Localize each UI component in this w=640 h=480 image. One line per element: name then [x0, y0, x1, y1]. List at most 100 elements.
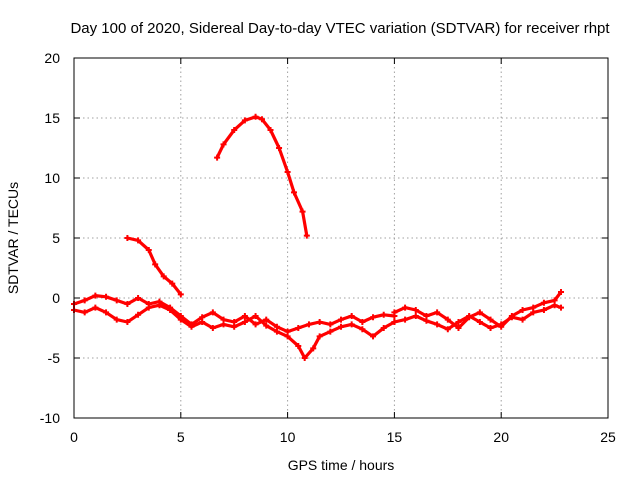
series-trace-2 [72, 303, 396, 360]
data-point [124, 301, 131, 307]
data-point [316, 319, 323, 325]
data-point [519, 316, 526, 323]
data-point [540, 299, 547, 306]
axis-ticks: 0 5 10 15 20 25 -10 -5 0 5 10 15 20 [40, 50, 616, 445]
data-point [220, 141, 227, 148]
data-point [295, 325, 302, 331]
chart-title: Day 100 of 2020, Sidereal Day-to-day VTE… [70, 20, 610, 37]
data-point [209, 309, 216, 316]
data-point [359, 319, 366, 325]
data-point [273, 328, 280, 335]
data-point [316, 333, 323, 340]
data-point [301, 355, 308, 361]
data-point [391, 309, 398, 316]
grid-lines [74, 58, 608, 418]
data-point [487, 325, 494, 331]
data-point [466, 313, 473, 319]
data-point [455, 319, 462, 325]
data-point [359, 326, 366, 333]
data-point [551, 302, 558, 309]
data-point [124, 319, 131, 325]
data-point [370, 314, 377, 321]
data-point [455, 325, 462, 331]
data-point [370, 333, 377, 340]
data-point [231, 127, 238, 133]
data-point [169, 280, 176, 287]
data-point [263, 322, 270, 329]
data-point [113, 316, 120, 323]
data-point [160, 273, 167, 280]
data-point [291, 189, 298, 196]
data-point [558, 289, 565, 295]
x-tick-label: 0 [70, 429, 78, 445]
data-point [476, 319, 483, 325]
data-point [487, 316, 494, 323]
data-point [220, 321, 227, 328]
data-point [434, 321, 441, 328]
data-point [284, 169, 291, 175]
y-tick-label: 15 [44, 110, 60, 126]
data-point [327, 328, 334, 335]
data-point [209, 325, 216, 331]
data-point [81, 297, 88, 304]
data-point [214, 154, 221, 161]
y-axis-label: SDTVAR / TECUs [5, 182, 21, 294]
data-point [348, 313, 355, 319]
data-point [124, 235, 131, 241]
data-point [92, 292, 99, 299]
data-point [177, 316, 184, 323]
data-point [92, 304, 99, 311]
data-point [135, 237, 142, 244]
data-point [299, 208, 306, 215]
data-point [156, 302, 163, 309]
data-point [135, 311, 142, 318]
data-point [252, 113, 259, 120]
data-point [258, 116, 265, 123]
data-point [338, 316, 344, 323]
x-axis-label: GPS time / hours [288, 457, 395, 473]
data-point [267, 127, 274, 133]
data-point [167, 307, 174, 313]
data-point [380, 311, 387, 318]
data-point [103, 293, 110, 300]
y-tick-label: -10 [40, 410, 60, 426]
data-series [71, 113, 565, 361]
data-point [188, 323, 195, 330]
data-point [310, 345, 317, 352]
data-point [135, 295, 142, 301]
data-point [558, 304, 565, 311]
series-trace-4 [392, 303, 563, 331]
data-point [476, 309, 483, 316]
y-tick-label: -5 [48, 350, 61, 366]
data-point [231, 323, 238, 330]
data-point [199, 319, 206, 325]
x-tick-label: 10 [280, 429, 296, 445]
y-tick-label: 20 [44, 50, 60, 66]
y-tick-label: 10 [44, 170, 60, 186]
data-point [303, 232, 310, 239]
data-point [380, 325, 387, 331]
x-tick-label: 5 [177, 429, 185, 445]
data-point [402, 316, 409, 323]
data-point [252, 321, 259, 328]
data-point [540, 307, 547, 313]
data-point [263, 316, 270, 323]
data-point [152, 261, 159, 268]
data-point [444, 326, 451, 333]
data-point [252, 313, 259, 319]
data-point [434, 309, 441, 316]
data-point [327, 321, 334, 328]
series-arc-b [215, 115, 309, 238]
data-point [284, 333, 291, 340]
data-point [305, 321, 312, 328]
data-point [530, 309, 537, 316]
data-point [113, 297, 120, 304]
data-point [519, 307, 526, 313]
y-tick-label: 5 [52, 230, 60, 246]
data-point [338, 323, 344, 330]
data-point [412, 307, 419, 313]
data-point [391, 319, 398, 325]
data-point [402, 304, 409, 311]
data-point [145, 247, 152, 253]
